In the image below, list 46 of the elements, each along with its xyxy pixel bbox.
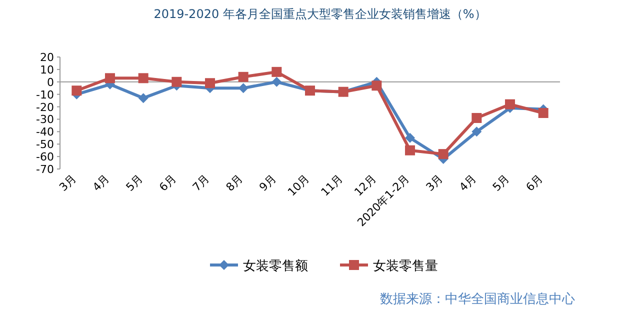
- point: [138, 93, 148, 104]
- point: [272, 76, 282, 87]
- x-tick-label: 3月: [424, 172, 446, 194]
- point: [105, 73, 115, 84]
- x-tick-label: 4月: [456, 172, 479, 194]
- x-tick-label: 7月: [190, 172, 212, 194]
- y-tick-label: 20: [40, 51, 54, 64]
- x-tick-label: 12月: [352, 172, 379, 199]
- x-tick-label: 3月: [56, 172, 79, 194]
- point: [172, 76, 182, 87]
- x-tick-label: 5月: [124, 172, 146, 194]
- source-note: 数据来源：中华全国商业信息中心: [380, 291, 575, 307]
- x-tick-label: 8月: [224, 172, 246, 194]
- y-tick-label: -70: [36, 163, 54, 176]
- point: [405, 132, 415, 143]
- legend-label: 女装零售量: [373, 259, 438, 274]
- legend-label: 女装零售额: [243, 259, 308, 274]
- point: [272, 66, 282, 77]
- y-tick-label: -60: [36, 150, 54, 164]
- chart-title: 2019-2020 年各月全国重点大型零售企业女装销售增速（%）: [154, 7, 486, 21]
- y-tick-label: -50: [36, 138, 54, 152]
- x-tick-label: 6月: [524, 172, 546, 194]
- x-tick-label: 9月: [256, 172, 279, 194]
- y-tick-label: -40: [36, 126, 54, 139]
- point: [72, 86, 82, 96]
- point: [538, 108, 548, 118]
- point: [438, 149, 448, 160]
- point: [472, 112, 482, 123]
- x-tick-label: 4月: [90, 172, 112, 194]
- point: [138, 73, 148, 84]
- y-tick-label: 0: [47, 76, 54, 89]
- x-tick-label: 10月: [285, 172, 312, 199]
- x-tick-label: 6月: [156, 172, 179, 194]
- y-tick-label: 10: [40, 63, 54, 76]
- point: [238, 83, 248, 94]
- x-tick-label: 11月: [318, 172, 346, 199]
- y-tick-label: -30: [36, 113, 54, 126]
- point: [372, 80, 382, 91]
- point: [472, 126, 482, 137]
- point: [238, 72, 248, 82]
- point: [405, 145, 415, 156]
- y-tick-label: -10: [36, 88, 54, 102]
- point: [205, 78, 215, 88]
- y-tick-label: -20: [36, 100, 54, 114]
- x-tick-label: 5月: [490, 172, 512, 194]
- point: [505, 99, 515, 110]
